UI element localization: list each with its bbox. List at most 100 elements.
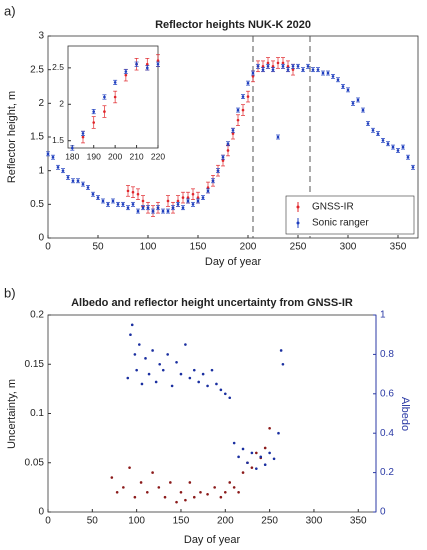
x-tick-label: 210 (129, 151, 143, 161)
point (141, 199, 145, 203)
x-tick-label: 350 (390, 242, 407, 253)
point (241, 95, 245, 98)
point (128, 466, 131, 469)
point (61, 169, 65, 172)
point (271, 68, 275, 71)
point (221, 159, 225, 162)
point (81, 132, 85, 135)
point (135, 368, 138, 372)
point (154, 380, 158, 384)
point (141, 206, 145, 209)
x-tick-label: 0 (45, 516, 51, 527)
x-axis-label: Day of year (205, 256, 262, 268)
point (311, 68, 315, 71)
point (91, 192, 95, 196)
point (122, 486, 125, 489)
point (391, 145, 395, 149)
point (130, 323, 134, 327)
x-tick-label: 300 (306, 516, 323, 527)
point (101, 199, 105, 203)
point (171, 206, 175, 209)
point (179, 372, 183, 376)
point (206, 492, 209, 496)
point (376, 132, 380, 135)
point (241, 471, 245, 474)
y-tick-label: 2 (59, 99, 64, 109)
point (197, 380, 201, 384)
point (169, 481, 172, 484)
point (226, 142, 230, 146)
point (241, 447, 245, 451)
point (175, 360, 178, 364)
point (219, 495, 223, 499)
point (156, 206, 160, 209)
point (261, 68, 265, 71)
point (113, 95, 117, 99)
point (256, 65, 260, 68)
point (161, 209, 165, 213)
point (206, 189, 210, 193)
point (336, 78, 340, 82)
point (326, 71, 330, 75)
point (92, 121, 96, 124)
point (261, 65, 265, 68)
point (51, 155, 55, 159)
point (140, 382, 144, 386)
point (263, 446, 267, 450)
y-tick-label: 0 (38, 507, 44, 518)
point (175, 500, 178, 504)
point (124, 73, 128, 77)
x-tick-label: 190 (87, 151, 101, 161)
point (76, 179, 80, 183)
point (192, 495, 196, 499)
x-axis-label: Day of year (184, 534, 241, 546)
point (163, 495, 167, 499)
point (250, 466, 254, 469)
point (116, 203, 120, 206)
y-tick-label: 2.5 (30, 64, 44, 75)
point (251, 71, 255, 75)
y-axis-label: Uncertainty, m (6, 379, 18, 449)
point (255, 451, 258, 455)
point (96, 196, 100, 199)
y2-tick-label: 0.6 (380, 388, 394, 399)
point (56, 166, 60, 169)
point (131, 203, 135, 206)
y2-tick-label: 1 (380, 310, 386, 321)
point (281, 65, 285, 68)
point (406, 155, 410, 159)
point (81, 135, 85, 139)
point (86, 186, 90, 189)
point (110, 476, 114, 479)
point (246, 81, 250, 85)
point (106, 203, 110, 206)
y2-tick-label: 0.4 (380, 428, 394, 439)
point (236, 108, 240, 112)
point (46, 152, 50, 156)
x-tick-label: 150 (173, 516, 190, 527)
chart-title: Albedo and reflector height uncertainty … (71, 297, 353, 309)
point (179, 491, 183, 494)
x-tick-label: 50 (92, 242, 104, 253)
point (281, 61, 285, 65)
point (201, 196, 205, 199)
legend-marker (296, 221, 300, 225)
point (241, 108, 245, 112)
point (371, 128, 375, 132)
plot-area (47, 314, 377, 513)
point (129, 333, 132, 337)
point (66, 176, 70, 179)
point (170, 384, 174, 388)
legend-label: GNSS-IR (312, 202, 354, 213)
point (276, 135, 280, 139)
point (276, 61, 280, 65)
point (259, 455, 263, 459)
point (92, 110, 96, 113)
point (210, 368, 214, 372)
point (161, 368, 165, 372)
point (111, 199, 115, 203)
x-tick-label: 250 (290, 242, 307, 253)
point (157, 486, 161, 489)
point (145, 62, 149, 66)
